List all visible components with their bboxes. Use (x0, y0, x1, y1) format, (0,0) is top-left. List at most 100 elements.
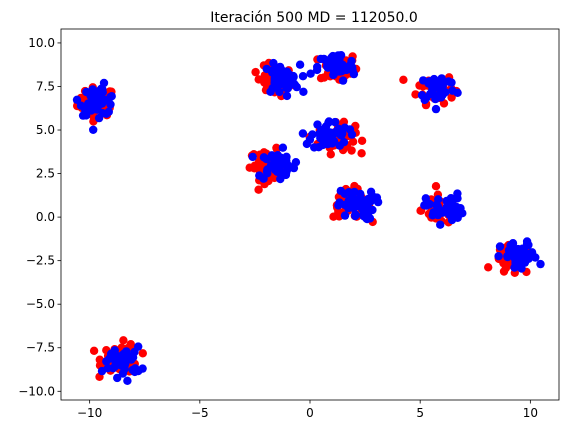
x-tick-label: 5 (416, 406, 424, 420)
data-points (72, 51, 545, 385)
data-point (95, 355, 105, 364)
data-point (447, 78, 456, 87)
data-point (97, 366, 107, 376)
data-point (336, 186, 345, 196)
x-tick-label: −5 (191, 406, 209, 420)
data-point (322, 62, 332, 71)
data-point (434, 195, 443, 204)
data-point (298, 129, 308, 138)
data-point (302, 139, 312, 149)
data-point (291, 158, 301, 167)
data-point (275, 80, 284, 89)
data-point (107, 92, 116, 101)
x-tick-label: −10 (77, 406, 102, 420)
data-point (411, 90, 420, 99)
data-point (448, 86, 457, 95)
data-point (447, 93, 456, 102)
data-point (299, 87, 308, 97)
data-point (282, 91, 292, 101)
data-point (355, 201, 364, 210)
x-tick-label: 0 (306, 406, 314, 420)
chart-title: Iteración 500 MD = 112050.0 (210, 10, 418, 26)
data-point (453, 189, 462, 198)
data-point (89, 346, 99, 355)
data-point (334, 201, 343, 210)
data-point (340, 211, 350, 220)
data-point (495, 242, 505, 251)
data-point (421, 194, 430, 203)
data-point (274, 167, 283, 176)
data-point (508, 239, 518, 248)
data-point (357, 136, 367, 145)
data-point (358, 211, 368, 220)
data-point (509, 246, 518, 256)
data-point (494, 252, 503, 261)
y-tick-label: −5.0 (26, 297, 55, 311)
data-point (254, 75, 263, 84)
data-point (124, 353, 133, 362)
data-point (250, 161, 259, 170)
data-point (347, 56, 356, 66)
data-point (298, 72, 308, 81)
data-point (94, 100, 103, 109)
data-point (445, 210, 454, 219)
data-point (138, 349, 147, 358)
data-point (254, 185, 263, 194)
data-point (282, 167, 291, 177)
data-point (251, 67, 260, 77)
data-point (72, 95, 82, 105)
data-point (87, 106, 96, 115)
y-tick-label: 7.5 (36, 79, 55, 93)
y-tick-label: 10.0 (28, 36, 55, 50)
data-point (273, 160, 282, 169)
y-tick-label: −7.5 (26, 341, 55, 355)
data-point (501, 263, 511, 273)
data-point (484, 263, 493, 272)
y-tick-label: 0.0 (36, 210, 55, 224)
data-point (283, 71, 292, 80)
data-point (98, 85, 107, 94)
data-point (277, 65, 286, 74)
data-point (531, 253, 540, 262)
data-point (138, 364, 147, 373)
data-point (282, 83, 291, 93)
data-point (536, 259, 545, 269)
data-point (431, 104, 441, 114)
data-point (248, 152, 257, 162)
y-tick-label: −2.5 (26, 254, 55, 268)
data-point (102, 109, 111, 119)
data-point (89, 125, 98, 134)
data-point (442, 204, 451, 213)
data-point (290, 80, 300, 90)
data-point (330, 117, 340, 127)
data-point (431, 182, 441, 191)
data-point (348, 63, 357, 72)
data-point (276, 73, 285, 83)
data-point (113, 373, 122, 383)
data-point (422, 93, 431, 103)
data-point (399, 75, 408, 85)
data-point (313, 120, 322, 129)
data-point (101, 96, 110, 105)
data-point (444, 196, 453, 205)
data-point (372, 193, 382, 202)
x-tick-label: 10 (523, 406, 538, 420)
data-point (94, 113, 104, 123)
data-point (275, 87, 284, 97)
data-point (316, 134, 325, 143)
data-point (510, 254, 520, 263)
data-point (357, 149, 366, 158)
data-point (503, 251, 512, 261)
axes: −10 −5 0 5 10 −10.0 −7.5 −5.0 −2.5 0.0 2.5 5.0 7.5 10… (18, 28, 560, 420)
data-point (268, 68, 277, 77)
y-tick-label: −10.0 (18, 384, 55, 398)
data-point (81, 106, 90, 115)
data-point (365, 214, 375, 223)
data-point (323, 140, 332, 149)
y-tick-label: 5.0 (36, 123, 55, 137)
data-point (419, 76, 428, 85)
data-point (119, 336, 128, 345)
data-point (338, 76, 348, 85)
data-point (351, 211, 360, 221)
